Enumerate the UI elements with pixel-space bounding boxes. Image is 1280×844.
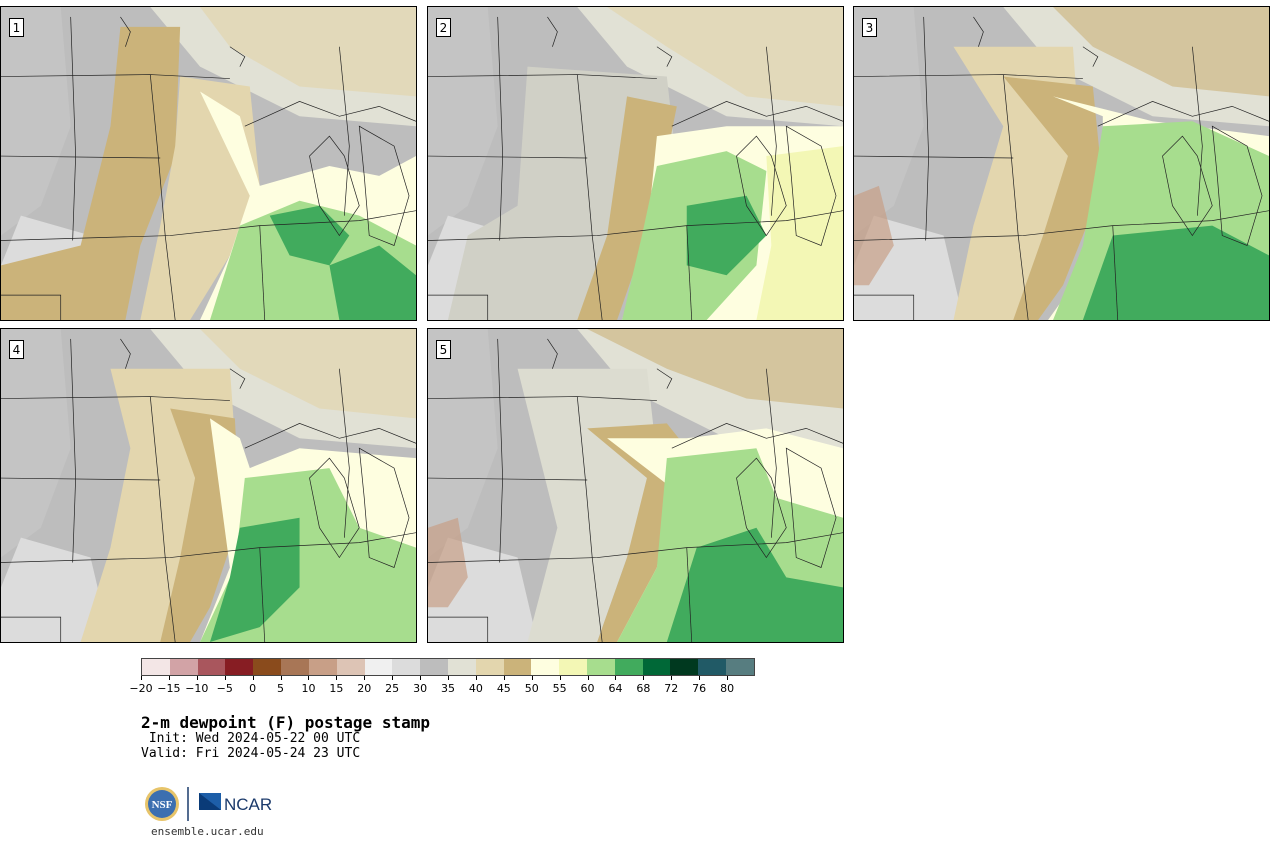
panel-number-3: 3: [862, 18, 877, 37]
nsf-logo: NSF: [145, 787, 179, 821]
colorbar-tick-label: −10: [185, 682, 209, 695]
colorbar-segment: [336, 659, 365, 675]
colorbar-segment: [447, 659, 476, 675]
colorbar-segment: [531, 659, 560, 675]
map-panel-3: 3: [853, 6, 1270, 321]
ncar-logo-text: NCAR: [224, 795, 272, 814]
site-url: ensemble.ucar.edu: [151, 825, 264, 838]
colorbar-tick-mark: [475, 676, 477, 680]
colorbar-tick-mark: [615, 676, 617, 680]
colorbar-tick-mark: [252, 676, 254, 680]
colorbar-tick-mark: [587, 676, 589, 680]
colorbar-segment: [726, 659, 754, 675]
colorbar-segment: [642, 659, 671, 675]
colorbar-tick-label: 72: [664, 682, 679, 695]
colorbar-tick-label: 80: [720, 682, 735, 695]
colorbar-segment: [614, 659, 643, 675]
colorbar-segment: [253, 659, 282, 675]
dewpoint-map-1: [1, 7, 416, 320]
colorbar-segment: [197, 659, 226, 675]
colorbar-tick-mark: [336, 676, 338, 680]
colorbar-segment: [559, 659, 587, 675]
colorbar-tick-mark: [196, 676, 198, 680]
colorbar-segment: [392, 659, 421, 675]
colorbar: [141, 658, 755, 676]
colorbar-tick-mark: [503, 676, 505, 680]
chart-title: 2-m dewpoint (F) postage stamp: [141, 713, 430, 732]
colorbar-tick-mark: [141, 676, 142, 680]
map-panel-2: 2: [427, 6, 844, 321]
colorbar-segment: [698, 659, 727, 675]
nsf-logo-text: NSF: [152, 799, 173, 811]
colorbar-tick-label: 68: [636, 682, 651, 695]
panel-number-2: 2: [436, 18, 451, 37]
init-time: Init: Wed 2024-05-22 00 UTC: [141, 731, 361, 746]
colorbar-segment: [308, 659, 337, 675]
colorbar-tick-label: 35: [441, 682, 455, 695]
panel-number-4: 4: [9, 340, 24, 359]
colorbar-tick-label: 45: [496, 682, 511, 695]
dewpoint-map-4: [1, 329, 416, 642]
colorbar-tick-label: 10: [301, 682, 316, 695]
map-panel-5: 5: [427, 328, 844, 643]
colorbar-tick-mark: [224, 676, 226, 680]
colorbar-tick-mark: [308, 676, 310, 680]
colorbar-tick-mark: [671, 676, 673, 680]
colorbar-tick-label: 5: [277, 682, 285, 695]
colorbar-tick-label: 20: [357, 682, 372, 695]
colorbar-segment: [225, 659, 254, 675]
panel-number-1: 1: [9, 18, 24, 37]
colorbar-tick-label: 76: [692, 682, 707, 695]
colorbar-tick-label: −5: [216, 682, 233, 695]
colorbar-tick-label: 25: [385, 682, 400, 695]
colorbar-tick-mark: [448, 676, 449, 680]
colorbar-tick-mark: [699, 676, 701, 680]
dewpoint-map-3: [854, 7, 1269, 320]
colorbar-tick-label: 60: [580, 682, 595, 695]
colorbar-tick-mark: [420, 676, 422, 680]
valid-time: Valid: Fri 2024-05-24 23 UTC: [141, 746, 361, 761]
colorbar-segment: [142, 659, 170, 675]
map-panel-4: 4: [0, 328, 417, 643]
colorbar-tick-mark: [559, 676, 561, 680]
colorbar-tick-mark: [392, 676, 394, 680]
colorbar-tick-mark: [364, 676, 366, 680]
panel-number-5: 5: [436, 340, 451, 359]
colorbar-tick-label: −20: [129, 682, 153, 695]
colorbar-tick-label: 40: [468, 682, 483, 695]
logo-area: NSF NCAR: [143, 785, 283, 825]
colorbar-segment: [670, 659, 699, 675]
map-panel-1: 1: [0, 6, 417, 321]
colorbar-tick-label: 64: [608, 682, 623, 695]
colorbar-segment: [420, 659, 448, 675]
colorbar-segment: [169, 659, 198, 675]
colorbar-segment: [475, 659, 504, 675]
colorbar-tick-mark: [168, 676, 170, 680]
colorbar-tick-label: −15: [157, 682, 181, 695]
colorbar-tick-mark: [531, 676, 533, 680]
colorbar-tick-label: 55: [552, 682, 567, 695]
colorbar-segment: [364, 659, 393, 675]
colorbar-tick-mark: [643, 676, 645, 680]
ncar-logo: NCAR: [199, 793, 272, 814]
colorbar-segment: [503, 659, 532, 675]
colorbar-tick-mark: [727, 676, 729, 680]
dewpoint-map-5: [428, 329, 843, 642]
colorbar-segment: [281, 659, 309, 675]
colorbar-segment: [587, 659, 615, 675]
colorbar-tick-label: 50: [524, 682, 539, 695]
colorbar-tick-label: 0: [249, 682, 257, 695]
colorbar-tick-label: 15: [329, 682, 344, 695]
colorbar-tick-label: 30: [413, 682, 428, 695]
colorbar-tick-mark: [280, 676, 282, 680]
dewpoint-map-2: [428, 7, 843, 320]
